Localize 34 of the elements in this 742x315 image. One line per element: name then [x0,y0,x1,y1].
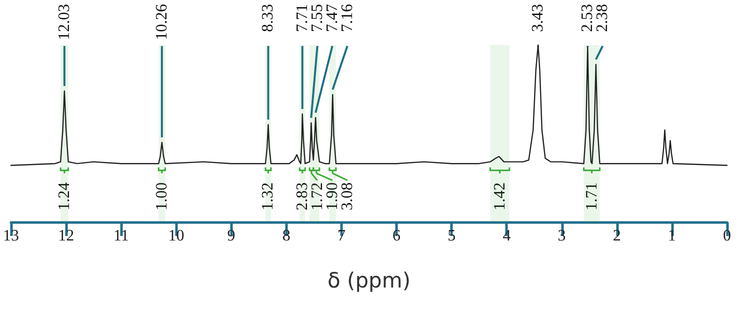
x-tick-label: 6 [392,228,401,244]
x-tick-label: 12 [58,228,74,244]
annotation: 7.55 [308,4,326,32]
x-tick-label: 4 [502,228,511,244]
band-label: 3.08 [338,182,356,210]
x-tick-label: 8 [282,228,290,244]
annotation: 7.16 [338,4,356,32]
x-tick-label: 0 [723,228,731,244]
band-label: 1.90 [324,182,341,210]
x-tick-label: 10 [168,228,184,244]
annotation: 12.03 [56,4,73,40]
x-tick-label: 13 [3,228,19,244]
band-label: 2.83 [294,182,311,210]
x-tick-label: 1 [668,228,676,244]
annotation: 7.47 [324,4,341,32]
x-tick-label: 9 [227,228,236,244]
x-tick-label: 7 [337,228,346,244]
band-label: 1.24 [56,182,73,210]
annotation: 10.26 [153,4,170,40]
annotation: 2.38 [594,4,612,32]
x-tick-label: 5 [448,228,456,244]
x-tick-label: 3 [558,228,566,244]
band-label: 1.00 [153,182,170,210]
x-tick-label: 11 [113,228,129,244]
annotation: 2.53 [579,4,596,32]
annotation: 7.71 [294,4,311,32]
x-tick-label: 2 [612,228,621,244]
band-label: 1.71 [583,182,600,210]
band-label: 1.72 [308,182,326,210]
band-label: 1.32 [260,182,277,210]
band-label: 1.42 [491,182,508,210]
annotation: 8.33 [260,4,277,32]
annotation: 3.43 [530,4,547,32]
x-axis-title: δ (ppm) [327,268,411,292]
